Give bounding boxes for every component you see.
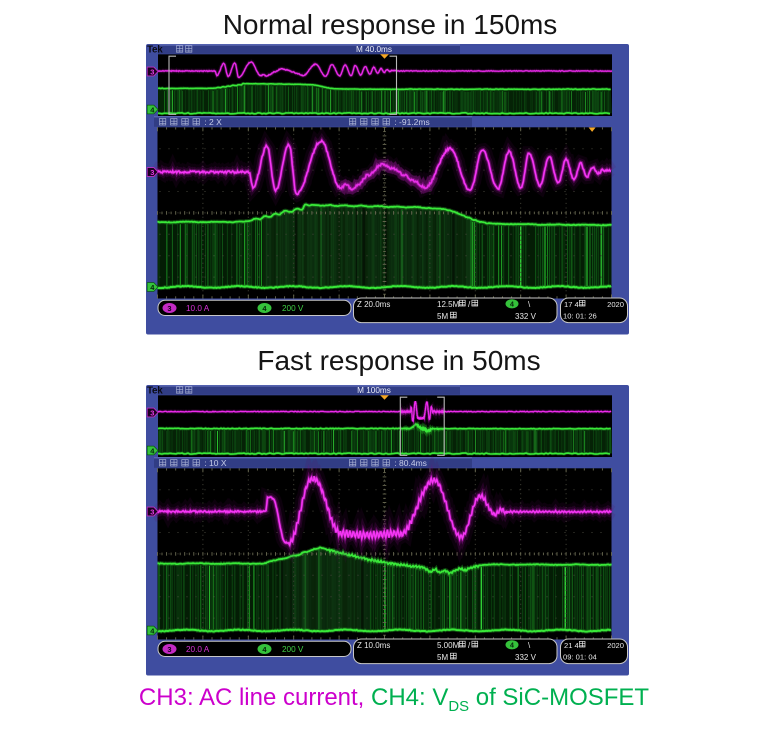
svg-text:21 4: 21 4 <box>564 640 579 649</box>
svg-text:10: 01: 26: 10: 01: 26 <box>563 312 597 321</box>
svg-text:3: 3 <box>167 644 171 653</box>
svg-text:5M: 5M <box>437 312 448 321</box>
svg-text:5.00M: 5.00M <box>437 640 460 649</box>
svg-text:4: 4 <box>150 105 155 114</box>
svg-text:Z 20.0ms: Z 20.0ms <box>357 300 390 309</box>
svg-text:4: 4 <box>510 302 514 309</box>
svg-text:4: 4 <box>150 283 155 292</box>
svg-text:4: 4 <box>262 304 267 313</box>
svg-text:3: 3 <box>150 507 154 516</box>
svg-text:20.0 A: 20.0 A <box>186 644 210 653</box>
svg-text:2020: 2020 <box>607 300 624 309</box>
svg-text:/: / <box>468 640 471 649</box>
svg-text:: 80.4ms: : 80.4ms <box>394 458 427 468</box>
svg-text:: 2 X: : 2 X <box>204 117 222 127</box>
svg-text:332 V: 332 V <box>515 652 537 661</box>
svg-text:Tek: Tek <box>147 385 163 396</box>
svg-text:4: 4 <box>510 642 514 649</box>
svg-text:M 100ms: M 100ms <box>357 386 391 395</box>
svg-text:5M: 5M <box>437 652 448 661</box>
svg-text:Tek: Tek <box>147 45 163 56</box>
svg-text:4: 4 <box>150 626 155 635</box>
svg-text:\: \ <box>528 641 531 650</box>
svg-text:4: 4 <box>262 644 267 653</box>
svg-text:3: 3 <box>167 304 171 313</box>
svg-text:17 4: 17 4 <box>564 300 579 309</box>
svg-text:: -91.2ms: : -91.2ms <box>394 117 429 127</box>
svg-text:200 V: 200 V <box>282 304 304 313</box>
svg-text:3: 3 <box>150 408 154 417</box>
svg-text:: 10 X: : 10 X <box>204 458 227 468</box>
svg-text:10.0 A: 10.0 A <box>186 304 210 313</box>
svg-text:2020: 2020 <box>607 640 624 649</box>
svg-text:12.5M: 12.5M <box>437 300 460 309</box>
svg-text:/: / <box>468 300 471 309</box>
svg-text:3: 3 <box>150 67 154 76</box>
svg-text:M 40.0ms: M 40.0ms <box>356 45 392 54</box>
svg-text:4: 4 <box>150 446 155 455</box>
svg-text:\: \ <box>528 300 531 309</box>
svg-text:332 V: 332 V <box>515 312 537 321</box>
svg-text:3: 3 <box>150 168 154 177</box>
svg-text:200 V: 200 V <box>282 644 304 653</box>
svg-text:Z 10.0ms: Z 10.0ms <box>357 640 390 649</box>
svg-text:09: 01: 04: 09: 01: 04 <box>563 652 597 661</box>
